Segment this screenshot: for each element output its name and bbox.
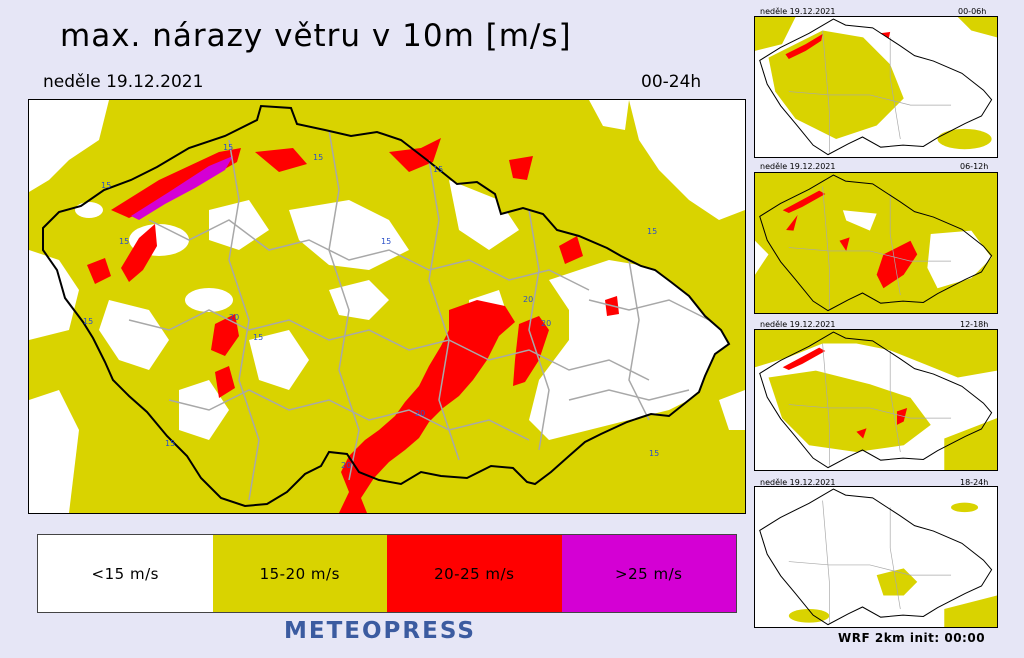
contour-label-15: 15	[649, 449, 659, 458]
thumb-period-3: 12-18h	[960, 320, 989, 329]
legend-item-15-20: 15-20 m/s	[212, 535, 387, 612]
legend-item-above-25: >25 m/s	[561, 535, 736, 612]
contour-label-20: 20	[341, 461, 351, 470]
thumbnail-map-06-12[interactable]	[754, 172, 998, 314]
legend-item-below-15: <15 m/s	[38, 535, 213, 612]
contour-label-15: 15	[647, 227, 657, 236]
thumb-date-1: neděle 19.12.2021	[760, 7, 836, 16]
contour-label-15: 15	[119, 237, 129, 246]
thumb-date-2: neděle 19.12.2021	[760, 162, 836, 171]
contour-labels: 15 15 15 15 15 15 15 15 15 15 15 20 20 2…	[83, 143, 659, 470]
contour-label-15: 15	[165, 439, 175, 448]
legend-item-20-25: 20-25 m/s	[387, 535, 562, 612]
map-period: 00-24h	[641, 72, 702, 92]
thumb-period-1: 00-06h	[958, 7, 987, 16]
thumbnail-map-12-18[interactable]	[754, 329, 998, 471]
contour-label-20: 20	[415, 409, 425, 418]
contour-label-15: 15	[433, 165, 443, 174]
map-date: neděle 19.12.2021	[43, 72, 204, 92]
brand-logo: METEOPRESS	[284, 618, 476, 644]
red-gust-areas	[87, 138, 619, 513]
model-info: WRF 2km init: 00:00	[838, 631, 986, 645]
contour-label-20: 20	[523, 295, 533, 304]
contour-label-20: 20	[541, 319, 551, 328]
thumbnail-map-18-24[interactable]	[754, 486, 998, 628]
contour-label-15: 15	[253, 333, 263, 342]
contour-label-15: 15	[313, 153, 323, 162]
contour-label-15: 15	[381, 237, 391, 246]
main-wind-gust-map: 15 15 15 15 15 15 15 15 15 15 15 20 20 2…	[28, 99, 746, 514]
thumb-period-4: 18-24h	[960, 478, 989, 487]
contour-label-15: 15	[101, 181, 111, 190]
country-border	[42, 104, 731, 508]
map-title: max. nárazy větru v 10m [m/s]	[60, 18, 572, 54]
contour-label-20: 20	[229, 313, 239, 322]
contour-label-15: 15	[83, 317, 93, 326]
contour-label-15: 15	[223, 143, 233, 152]
thumb-date-4: neděle 19.12.2021	[760, 478, 836, 487]
thumbnail-map-00-06[interactable]	[754, 16, 998, 158]
color-legend: <15 m/s 15-20 m/s 20-25 m/s >25 m/s	[37, 534, 737, 613]
district-boundaries	[128, 129, 710, 501]
thumb-date-3: neděle 19.12.2021	[760, 320, 836, 329]
magenta-gust-areas	[131, 156, 233, 220]
thumb-period-2: 06-12h	[960, 162, 989, 171]
